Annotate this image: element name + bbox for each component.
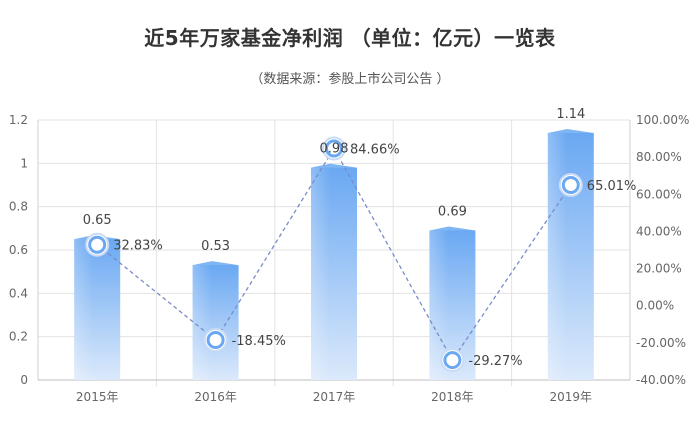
line-value-label: -29.27% <box>468 354 522 369</box>
line-marker <box>325 139 343 158</box>
x-tick-label: 2018年 <box>431 390 474 404</box>
bar-highlight <box>429 230 449 380</box>
y-left-tick-label: 0.4 <box>9 286 28 300</box>
y-right-tick-label: -40.00% <box>636 373 686 387</box>
y-left-tick-label: 1 <box>20 156 28 170</box>
line-value-label: 32.83% <box>113 239 163 254</box>
line-marker <box>206 330 225 349</box>
bar-highlight <box>74 239 94 380</box>
growth-line <box>96 147 572 362</box>
line-marker <box>443 351 462 370</box>
y-left-tick-label: 0.8 <box>9 200 28 214</box>
line-marker <box>88 235 107 254</box>
y-right-tick-label: 100.00% <box>636 113 689 127</box>
bar-highlight <box>547 133 568 380</box>
y-right-tick-label: 80.00% <box>636 150 682 164</box>
bar-layer <box>74 129 594 380</box>
bar-value-label: 0.98 <box>320 142 349 157</box>
x-tick-label: 2019年 <box>550 390 593 404</box>
y-right-tick-label: 60.00% <box>636 187 682 201</box>
bar-value-label: 1.14 <box>556 107 585 122</box>
line-value-label: -18.45% <box>232 334 286 349</box>
bar-value-label: 0.65 <box>83 213 112 228</box>
line-layer <box>85 136 583 373</box>
y-right-tick-label: 40.00% <box>636 224 682 238</box>
y-right-tick-label: 0.00% <box>636 299 674 313</box>
y-left-tick-label: 1.2 <box>9 113 28 127</box>
y-left-tick-label: 0.2 <box>9 330 28 344</box>
axis-layer: 0 0.2 0.4 0.6 0.8 1 1.2 -40.00% -20.00% 0.00% 20.0… <box>9 113 689 404</box>
chart-title: 近5年万家基金净利润 （单位：亿元）一览表 <box>144 26 556 50</box>
bar-value-label: 0.69 <box>438 205 467 220</box>
y-left-tick-label: 0.6 <box>9 243 28 257</box>
bar-highlight <box>192 265 212 380</box>
y-left-tick-label: 0 <box>20 373 28 387</box>
x-tick-label: 2015年 <box>76 390 119 404</box>
y-right-tick-label: -20.00% <box>636 336 686 350</box>
bar-value-label: 0.53 <box>201 239 230 254</box>
bar-highlight <box>311 167 331 380</box>
y-right-tick-label: 20.00% <box>636 262 682 276</box>
x-tick-label: 2017年 <box>313 390 356 404</box>
label-layer: 0.65 0.53 0.98 0.69 1.14 32.83% -18.45% 84.66% -… <box>83 107 637 369</box>
line-value-label: 65.01% <box>587 179 637 194</box>
chart-subtitle: （数据来源：参股上市公司公告 ） <box>250 72 450 87</box>
x-tick-label: 2016年 <box>194 390 237 404</box>
line-value-label: 84.66% <box>350 142 400 157</box>
line-marker <box>561 175 580 194</box>
